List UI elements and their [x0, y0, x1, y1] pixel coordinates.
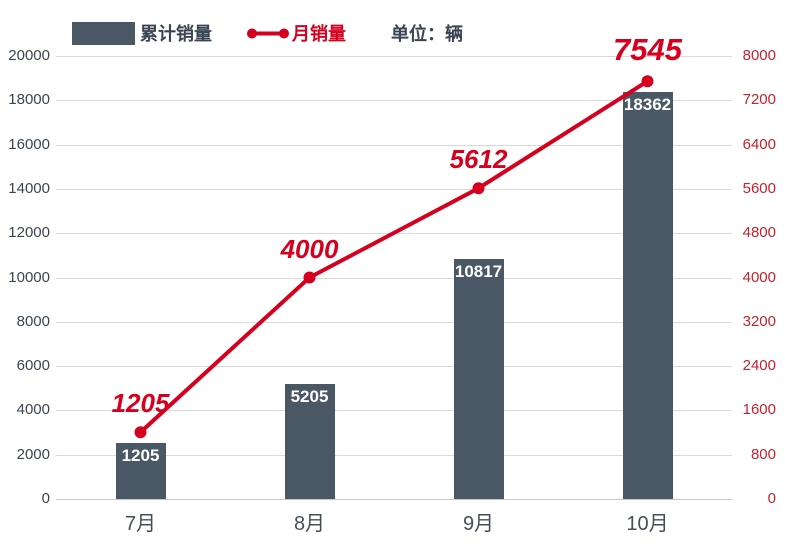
cumulative-sales-bar: 10817 [453, 259, 504, 499]
line-point [303, 271, 316, 284]
line-point [134, 426, 147, 439]
line-point-label: 7545 [613, 32, 682, 68]
monthly-sales-line-marker-icon [247, 28, 289, 39]
line-point [472, 182, 485, 195]
left-axis-tick: 14000 [8, 179, 50, 197]
category-label: 8月 [293, 513, 326, 535]
line-point-label: 4000 [280, 233, 339, 264]
right-axis-tick: 8000 [742, 47, 776, 64]
gridline [56, 100, 732, 102]
right-axis-tick: 0 [767, 490, 776, 507]
right-axis-tick: 6400 [742, 135, 776, 153]
category-label: 10月 [626, 513, 669, 535]
cumulative-sales-bar: 18362 [622, 92, 673, 499]
left-axis-tick: 4000 [16, 401, 50, 419]
category-label: 7月 [124, 513, 157, 535]
left-axis-tick: 8000 [16, 312, 50, 330]
unit-label: 单位：辆 [391, 24, 463, 44]
left-axis-tick: 18000 [8, 91, 50, 109]
right-axis-tick: 7200 [742, 91, 776, 109]
right-axis-tick: 800 [750, 445, 776, 463]
bar-value-label: 18362 [623, 95, 672, 115]
gridline [56, 188, 732, 190]
left-axis-tick: 0 [41, 490, 50, 507]
cumulative-sales-bar: 5205 [284, 383, 335, 499]
gridline [56, 454, 732, 456]
gridline [56, 277, 732, 279]
category-label: 9月 [462, 513, 495, 535]
left-axis-tick: 16000 [8, 135, 50, 153]
cumulative-sales-bar: 1205 [115, 443, 166, 499]
left-axis-tick: 10000 [8, 268, 50, 286]
line-point [641, 75, 654, 88]
line-point-label: 5612 [449, 144, 508, 175]
left-axis-tick: 6000 [16, 357, 50, 375]
bar-value-label: 5205 [290, 386, 329, 406]
cumulative-sales-legend-label: 累计销量 [140, 24, 212, 44]
right-axis-tick: 5600 [742, 179, 776, 197]
left-axis-tick: 12000 [8, 224, 50, 242]
monthly-sales-legend-label: 月销量 [292, 24, 346, 44]
right-axis-tick: 1600 [742, 401, 776, 419]
right-axis-tick: 4800 [742, 224, 776, 242]
left-axis-tick: 2000 [16, 445, 50, 463]
gridline [56, 366, 732, 368]
gridline [56, 410, 732, 412]
bar-value-label: 10817 [454, 262, 503, 282]
monthly-sales-line [139, 79, 649, 434]
right-axis-tick: 3200 [742, 312, 776, 330]
left-axis-tick: 20000 [8, 47, 50, 64]
gridline [56, 321, 732, 323]
gridline [56, 144, 732, 146]
right-axis-tick: 4000 [742, 268, 776, 286]
gridline [56, 56, 732, 57]
x-axis-line [56, 499, 732, 500]
bar-value-label: 1205 [121, 446, 160, 465]
line-point-label: 1205 [111, 388, 170, 419]
cumulative-sales-swatch [72, 22, 135, 45]
right-axis-tick: 2400 [742, 357, 776, 375]
